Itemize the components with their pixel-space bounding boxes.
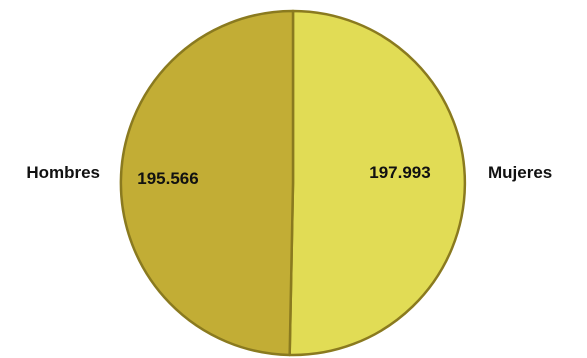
value-label-mujeres: 197.993: [369, 163, 430, 182]
value-label-hombres: 195.566: [137, 169, 198, 188]
category-label-hombres: Hombres: [26, 163, 100, 182]
pie-slices: [119, 9, 467, 357]
pie-slice-mujeres: [288, 9, 467, 357]
category-label-mujeres: Mujeres: [488, 163, 552, 182]
pie-slice-hombres: [119, 9, 295, 357]
